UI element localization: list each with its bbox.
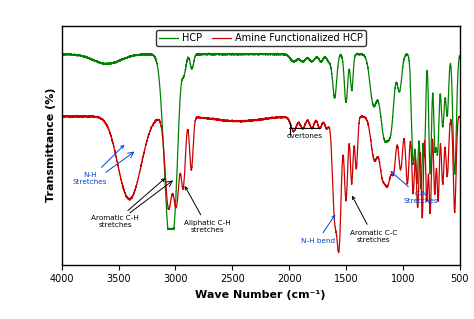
HCP (206, 51, 212, 55)
HCP (386, 138, 392, 142)
Amine Functionalized HCP (318, 126, 323, 130)
Amine Functionalized HCP (457, 115, 463, 119)
Line: HCP: HCP (62, 53, 460, 230)
HCP (356, 52, 362, 56)
Amine Functionalized HCP (359, 113, 365, 117)
Text: overtones: overtones (287, 133, 323, 139)
HCP (318, 60, 324, 64)
Text: Aromatic C-C
stretches: Aromatic C-C stretches (350, 197, 397, 242)
Text: Aliphatic C-H
stretches: Aliphatic C-H stretches (184, 187, 231, 233)
HCP (59, 52, 64, 56)
Legend: HCP, Amine Functionalized HCP: HCP, Amine Functionalized HCP (155, 30, 366, 46)
Text: N-H bend: N-H bend (301, 215, 335, 244)
Text: Aromatic C-H
stretches: Aromatic C-H stretches (91, 179, 164, 228)
Line: Amine Functionalized HCP: Amine Functionalized HCP (62, 115, 460, 253)
Amine Functionalized HCP (131, 191, 137, 195)
Y-axis label: Transmittance (%): Transmittance (%) (46, 88, 56, 202)
Amine Functionalized HCP (298, 123, 303, 127)
Amine Functionalized HCP (59, 115, 64, 118)
HCP (211, 53, 217, 56)
Text: N-H
Stretches: N-H Stretches (73, 145, 124, 185)
HCP (131, 54, 137, 58)
Amine Functionalized HCP (356, 124, 362, 128)
HCP (457, 54, 463, 58)
HCP (298, 58, 303, 62)
X-axis label: Wave Number (cm⁻¹): Wave Number (cm⁻¹) (195, 290, 326, 300)
Amine Functionalized HCP (386, 180, 392, 183)
Amine Functionalized HCP (211, 117, 217, 121)
Amine Functionalized HCP (336, 251, 342, 255)
HCP (169, 228, 175, 232)
Text: C-N
Stretches: C-N Stretches (391, 172, 438, 204)
